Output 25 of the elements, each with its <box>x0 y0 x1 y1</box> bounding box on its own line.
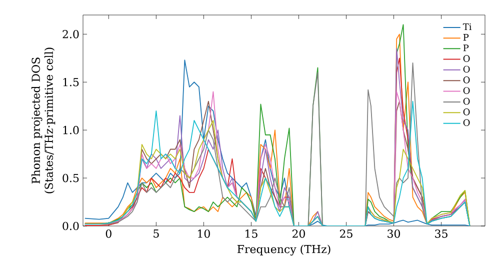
legend-label: O <box>463 108 470 116</box>
y-tick-label: 2.0 <box>62 30 79 38</box>
legend-label: O <box>463 87 470 94</box>
x-tick-label: 0 <box>106 230 112 238</box>
x-tick-label: 10 <box>198 230 210 238</box>
legend-label: O <box>463 55 470 62</box>
x-tick-label: 35 <box>435 230 448 238</box>
y-axis-title: Phonon projected DOS (States/THz·primitive cell) <box>31 48 56 194</box>
x-tick-label: 15 <box>246 230 258 238</box>
y-tick-label: 1.5 <box>63 78 79 86</box>
x-tick-label: 20 <box>292 230 305 238</box>
x-axis-title: Frequency (THz) <box>237 244 330 256</box>
x-tick-label: 5 <box>154 230 159 238</box>
legend-label: O <box>463 98 470 105</box>
legend-label: P <box>463 34 469 41</box>
y-tick-label: 1.0 <box>63 126 79 134</box>
legend-label: O <box>463 76 470 84</box>
x-tick-label: 30 <box>388 230 400 238</box>
legend-label: O <box>463 66 470 73</box>
y-tick-label: 0.5 <box>62 174 79 182</box>
x-tick-label: 25 <box>340 230 352 238</box>
legend-label: Ti <box>462 23 472 30</box>
y-tick-label: 0.0 <box>62 222 79 230</box>
legend-label: O <box>463 119 470 126</box>
legend-label: P <box>463 44 469 52</box>
